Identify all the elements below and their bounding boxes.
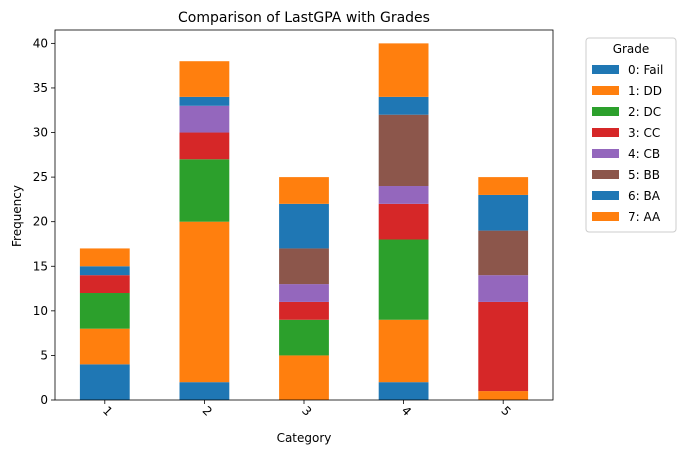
legend-swatch [592, 212, 619, 221]
bar-segment-cat3-series1 [279, 355, 329, 400]
bar-segment-cat4-series2 [378, 239, 429, 320]
bar-segment-cat4-series6 [378, 96, 429, 115]
legend-label: 0: Fail [628, 63, 663, 77]
x-tick-label: 2 [200, 404, 215, 419]
bar-segment-cat2-series3 [179, 132, 230, 160]
bar-segment-cat3-series4 [279, 284, 329, 302]
y-axis-label: Frequency [10, 185, 24, 247]
bar-segment-cat3-series2 [279, 319, 329, 356]
bar-segment-cat5-series6 [478, 194, 529, 231]
bar-segment-cat4-series7 [378, 43, 429, 97]
bar-segment-cat5-series5 [478, 230, 529, 276]
legend-swatch [592, 149, 619, 158]
bar-segment-cat1-series7 [79, 248, 130, 267]
legend-label: 3: CC [628, 126, 660, 140]
x-tick-label: 1 [100, 404, 115, 419]
bar-segment-cat1-series0 [79, 364, 130, 400]
bar-segment-cat3-series7 [279, 177, 329, 204]
legend-swatch [592, 65, 619, 74]
x-tick-label: 3 [299, 404, 314, 419]
y-tick-label: 15 [33, 259, 48, 273]
y-tick-label: 5 [40, 348, 48, 362]
legend-label: 5: BB [628, 168, 660, 182]
bar-segment-cat4-series3 [378, 203, 429, 240]
bar-segment-cat4-series4 [378, 186, 429, 204]
bar-segment-cat3-series6 [279, 203, 329, 249]
x-tick-label: 5 [498, 404, 513, 419]
legend-title: Grade [613, 42, 650, 56]
bar-segment-cat4-series0 [378, 382, 429, 400]
bar-segment-cat2-series0 [179, 382, 230, 400]
legend-swatch [592, 107, 619, 116]
bar-segment-cat5-series1 [478, 391, 529, 400]
bar-segment-cat2-series7 [179, 61, 230, 97]
bar-segment-cat1-series2 [79, 293, 130, 329]
chart-title: Comparison of LastGPA with Grades [178, 10, 430, 26]
bars-layer [79, 43, 529, 400]
bar-segment-cat2-series4 [179, 105, 230, 133]
legend-swatch [592, 128, 619, 137]
y-tick-label: 30 [33, 126, 48, 140]
x-tick-label: 4 [399, 404, 414, 419]
bar-segment-cat1-series6 [79, 266, 130, 276]
y-tick-label: 40 [33, 36, 48, 50]
y-tick-label: 10 [33, 304, 48, 318]
y-tick-label: 35 [33, 81, 48, 95]
bar-segment-cat3-series3 [279, 301, 329, 320]
bar-segment-cat4-series5 [378, 114, 429, 187]
legend-swatch [592, 86, 619, 95]
y-tick-label: 0 [40, 393, 48, 407]
bar-segment-cat2-series6 [179, 96, 230, 106]
legend-swatch [592, 191, 619, 200]
legend-label: 7: AA [628, 210, 661, 224]
legend-label: 1: DD [628, 84, 662, 98]
bar-segment-cat1-series1 [79, 328, 130, 365]
legend-label: 4: CB [628, 147, 660, 161]
bar-segment-cat5-series7 [478, 177, 529, 195]
legend: Grade 0: Fail 1: DD 2: DC 3: CC 4: CB 5: BB 6: … [585, 37, 677, 233]
legend-label: 6: BA [628, 189, 661, 203]
y-tick-label: 20 [33, 215, 48, 229]
legend-label: 2: DC [628, 105, 661, 119]
bar-segment-cat5-series3 [478, 301, 529, 392]
bar-segment-cat2-series1 [179, 221, 230, 383]
x-axis-label: Category [277, 431, 332, 445]
legend-swatch [592, 170, 619, 179]
y-tick-label: 25 [33, 170, 48, 184]
bar-segment-cat4-series1 [378, 319, 429, 383]
bar-segment-cat5-series4 [478, 275, 529, 302]
bar-segment-cat1-series3 [79, 275, 130, 294]
bar-segment-cat2-series2 [179, 159, 230, 222]
bar-segment-cat3-series5 [279, 248, 329, 285]
